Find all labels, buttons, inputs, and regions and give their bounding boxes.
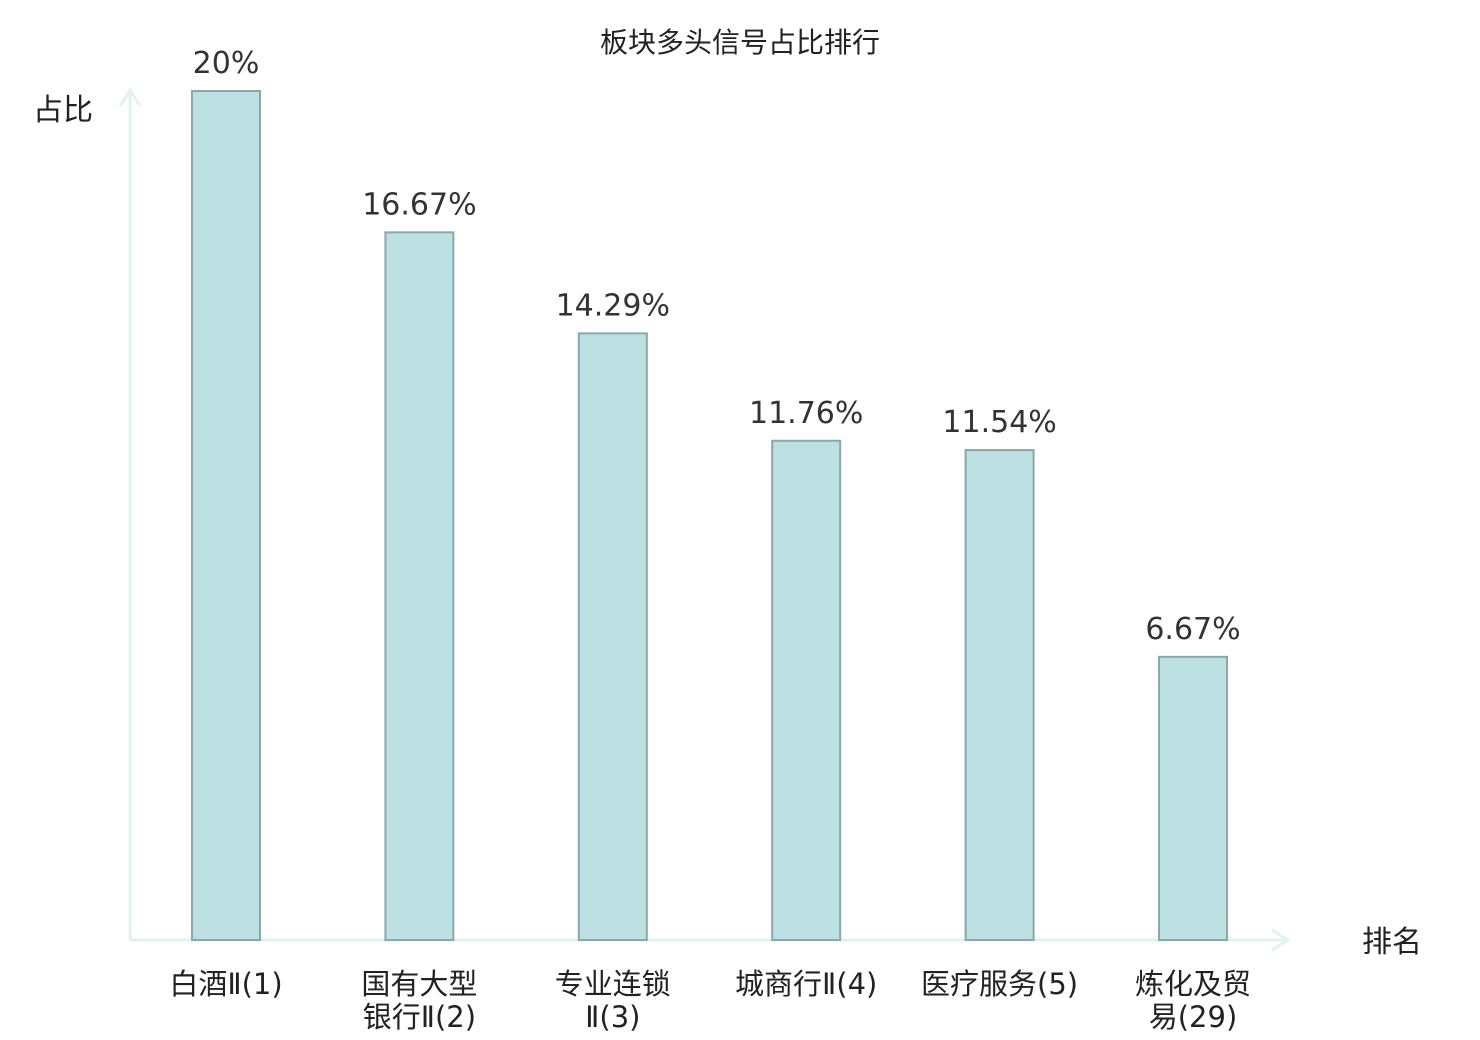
category-label-line: 易(29) bbox=[1149, 1000, 1238, 1034]
bar-6 bbox=[1158, 655, 1228, 942]
x-axis-arrow bbox=[1271, 928, 1291, 952]
value-label-5: 11.54% bbox=[942, 405, 1056, 440]
x-axis bbox=[130, 928, 1291, 952]
chart-title: 板块多头信号占比排行 bbox=[600, 26, 880, 59]
category-label-3: 专业连锁 Ⅱ(3) bbox=[555, 967, 671, 1034]
bars-group bbox=[191, 90, 1228, 942]
bar-4 bbox=[771, 439, 842, 941]
value-label-2: 16.67% bbox=[362, 187, 476, 222]
category-label-line: 银行Ⅱ(2) bbox=[363, 1000, 476, 1034]
category-label-6: 炼化及贸易(29) bbox=[1135, 967, 1251, 1034]
value-label-3: 14.29% bbox=[556, 288, 670, 323]
bar-1 bbox=[191, 90, 261, 941]
category-label-line: 医疗服务(5) bbox=[921, 967, 1078, 1001]
value-label-6: 6.67% bbox=[1145, 612, 1240, 647]
category-label-1: 白酒Ⅱ(1) bbox=[169, 967, 282, 1001]
category-label-4: 城商行Ⅱ(4) bbox=[735, 967, 877, 1001]
y-axis bbox=[118, 87, 142, 940]
category-label-line: 国有大型 bbox=[361, 967, 477, 1001]
x-axis-label: 排名 bbox=[1362, 925, 1422, 960]
bar-5 bbox=[964, 449, 1035, 941]
category-label-5: 医疗服务(5) bbox=[921, 967, 1078, 1001]
value-labels-group: 20% 16.67% 14.29% 11.76% 11.54% 6.67% bbox=[193, 46, 1241, 647]
bar-2 bbox=[384, 231, 455, 941]
category-label-line: 炼化及贸 bbox=[1135, 967, 1251, 1001]
y-axis-label: 占比 bbox=[33, 93, 93, 128]
category-label-2: 国有大型银行Ⅱ(2) bbox=[361, 967, 477, 1034]
y-axis-arrow bbox=[118, 87, 142, 107]
category-label-line: 专业连锁 bbox=[555, 967, 671, 1001]
category-label-line: 白酒Ⅱ(1) bbox=[169, 967, 282, 1001]
value-label-4: 11.76% bbox=[749, 396, 863, 431]
category-label-line: 城商行Ⅱ(4) bbox=[735, 967, 877, 1001]
category-labels-group: 白酒Ⅱ(1) 国有大型银行Ⅱ(2) 专业连锁 Ⅱ(3) 城商行Ⅱ(4) 医疗服务(5) 炼化… bbox=[169, 967, 1251, 1034]
category-label-line: Ⅱ(3) bbox=[585, 1000, 640, 1034]
value-label-1: 20% bbox=[193, 46, 260, 81]
bar-3 bbox=[577, 332, 648, 941]
